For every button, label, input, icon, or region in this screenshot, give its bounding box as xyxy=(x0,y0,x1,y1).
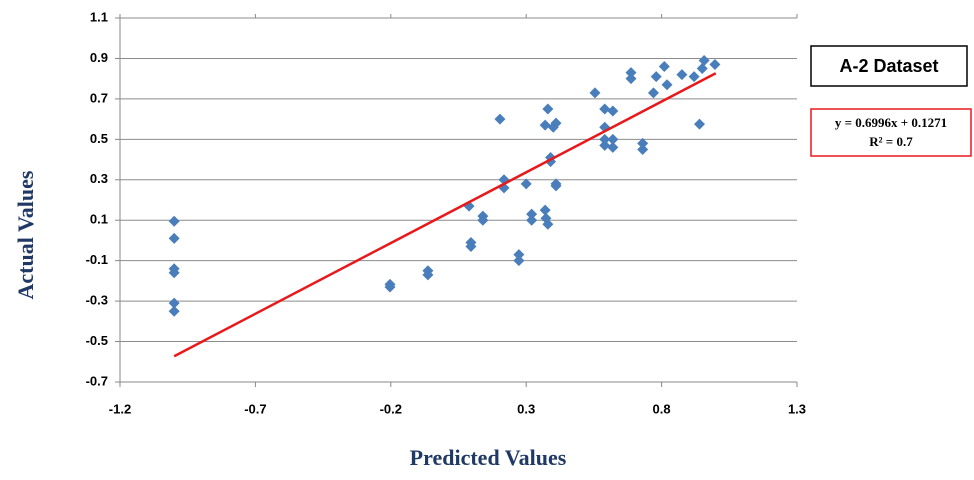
trendline-equation: y = 0.6996x + 0.1271 xyxy=(835,115,947,130)
point xyxy=(520,178,532,190)
y-tick-label: -0.1 xyxy=(86,252,108,267)
x-tick-label: 0.3 xyxy=(517,401,535,416)
point xyxy=(709,59,721,71)
point xyxy=(168,305,180,317)
point xyxy=(607,141,619,153)
point xyxy=(589,87,601,99)
point xyxy=(607,133,619,145)
x-axis-title: Predicted Values xyxy=(410,445,567,470)
point xyxy=(658,61,670,73)
point xyxy=(650,71,662,83)
point xyxy=(465,241,477,253)
point xyxy=(477,214,489,226)
point xyxy=(542,103,554,115)
y-tick-label: -0.3 xyxy=(86,293,108,308)
point xyxy=(168,267,180,279)
y-axis-title: Actual Values xyxy=(13,170,38,299)
point xyxy=(550,117,562,129)
x-tick-label: -0.2 xyxy=(380,401,402,416)
point xyxy=(168,232,180,244)
y-tick-label: 0.5 xyxy=(90,131,108,146)
point xyxy=(168,297,180,309)
point xyxy=(539,204,551,216)
point xyxy=(599,133,611,145)
point xyxy=(422,269,434,281)
point xyxy=(637,143,649,155)
y-tick-label: -0.5 xyxy=(86,333,108,348)
point xyxy=(542,218,554,230)
point xyxy=(607,105,619,117)
point xyxy=(696,63,708,75)
point xyxy=(688,71,700,83)
y-tick-label: 0.7 xyxy=(90,90,108,105)
y-tick-label: 1.1 xyxy=(90,9,108,24)
point xyxy=(661,79,673,91)
point xyxy=(494,113,506,125)
annotation-box xyxy=(810,45,968,87)
point xyxy=(384,281,396,293)
point xyxy=(694,118,706,130)
point xyxy=(625,67,637,79)
point xyxy=(526,214,538,226)
x-tick-label: 0.8 xyxy=(653,401,671,416)
point xyxy=(625,73,637,85)
point xyxy=(550,180,562,192)
point xyxy=(539,119,551,131)
point xyxy=(599,139,611,151)
y-tick-label: -0.7 xyxy=(86,373,108,388)
point xyxy=(526,208,538,220)
annotation: A-2 Dataset xyxy=(839,56,938,76)
point xyxy=(168,215,180,227)
point xyxy=(698,54,710,66)
point xyxy=(647,87,659,99)
point xyxy=(676,69,688,81)
trendline xyxy=(173,72,717,358)
point xyxy=(513,255,525,267)
y-tick-label: 0.3 xyxy=(90,171,108,186)
point xyxy=(599,103,611,115)
equation-box xyxy=(810,108,972,157)
y-tick-label: 0.1 xyxy=(90,212,108,227)
point xyxy=(637,137,649,149)
x-tick-label: -0.7 xyxy=(244,401,266,416)
r-squared: R² = 0.7 xyxy=(869,134,913,149)
point xyxy=(513,249,525,261)
x-tick-label: 1.3 xyxy=(788,401,806,416)
x-tick-label: -1.2 xyxy=(109,401,131,416)
y-tick-label: 0.9 xyxy=(90,50,108,65)
